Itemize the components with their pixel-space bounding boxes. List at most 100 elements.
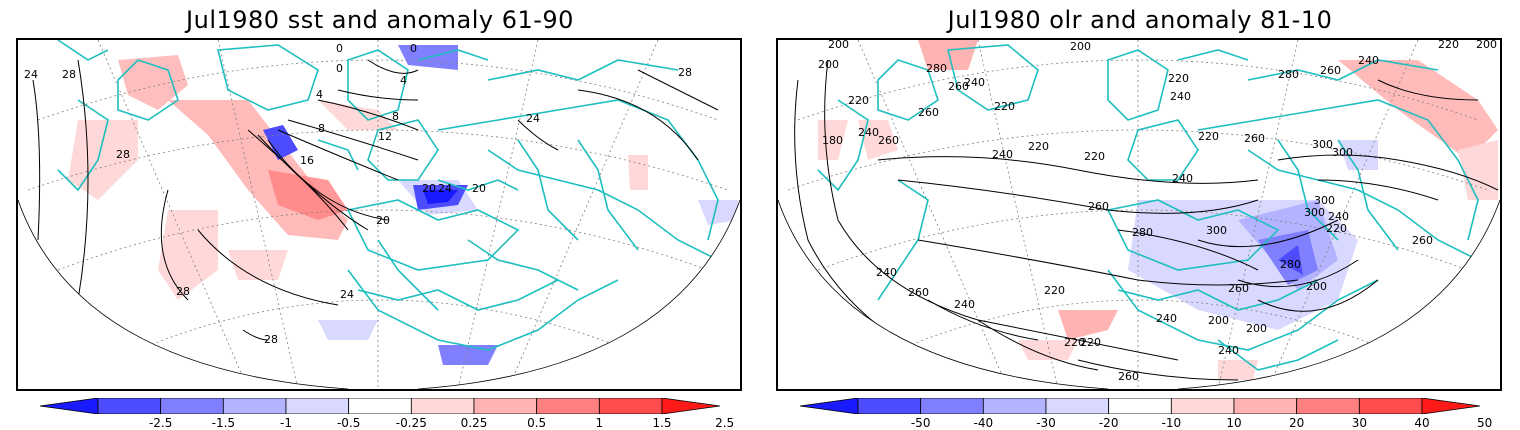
colorbar-swatch — [222, 398, 287, 414]
contour-label: 28 — [116, 148, 130, 161]
sst-contours — [32, 59, 719, 341]
contour-label: 240 — [1218, 344, 1239, 357]
colorbar-tick-label: -40 — [973, 416, 994, 430]
contour-label: 260 — [1118, 370, 1139, 383]
contour-label: 28 — [176, 285, 190, 298]
contour-label: 240 — [964, 76, 985, 89]
colorbar-tick-label: 1 — [595, 416, 604, 430]
contour-label: 0 — [336, 42, 343, 55]
olr-map: 200 200 220 280 240 220 200 280 260 240 … — [776, 38, 1502, 391]
contour-label: 240 — [1170, 90, 1191, 103]
contour-label: 28 — [678, 66, 692, 79]
colorbar-swatch — [160, 398, 224, 414]
colorbar-tick-label: 20 — [1289, 416, 1305, 430]
colorbar-tick-label: -1.5 — [211, 416, 236, 430]
contour-label: 240 — [992, 148, 1013, 161]
olr-panel: Jul1980 olr and anomaly 81-10 — [760, 0, 1520, 430]
olr-colorbar: -50 -40 -30 -20 -10 10 20 30 40 50 — [800, 398, 1492, 430]
contour-label: 300 — [1312, 138, 1333, 151]
contour-label: 240 — [1156, 312, 1177, 325]
olr-colorbar-bar — [800, 398, 1480, 414]
contour-label: 260 — [1088, 200, 1109, 213]
contour-label: 200 — [1070, 40, 1091, 53]
sst-colorbar: -2.5 -1.5 -1 -0.5 -0.25 0.25 0.5 1 1.5 2.5 — [40, 398, 734, 430]
map-edge — [417, 199, 740, 389]
sst-panel: Jul1980 sst and anomaly 61-90 — [16, 6, 742, 430]
colorbar-tick-label: 10 — [1226, 416, 1242, 430]
sst-map-canvas: 24 28 0 0 0 4 4 8 8 12 16 20 24 28 28 28… — [18, 40, 740, 389]
contour-label: 28 — [264, 333, 278, 346]
contour-label: 20 — [472, 182, 486, 195]
contour-label: 24 — [526, 112, 540, 125]
contour-label: 0 — [410, 42, 417, 55]
contour-label: 220 — [1064, 336, 1085, 349]
colorbar-tick-label: -50 — [910, 416, 931, 430]
contour-label: 200 — [1476, 40, 1497, 51]
contour-label: 20 — [376, 214, 390, 227]
contour-label: 200 — [1208, 314, 1229, 327]
contour-label: 240 — [954, 298, 975, 311]
contour-label: 200 — [1306, 280, 1327, 293]
colorbar-swatch — [1358, 398, 1423, 414]
colorbar-tick-label: -0.25 — [395, 416, 427, 430]
contour-label: 260 — [1320, 64, 1341, 77]
map-edge-mask-right — [418, 40, 740, 389]
colorbar-swatch — [1233, 398, 1298, 414]
olr-map-canvas: 200 200 220 280 240 220 200 280 260 240 … — [778, 40, 1500, 389]
colorbar-swatch — [857, 398, 922, 414]
colorbar-tick-label: -0.5 — [336, 416, 361, 430]
contour-label: 240 — [1358, 54, 1379, 67]
olr-contour-labels: 200 200 220 280 240 220 200 280 260 240 … — [818, 40, 1497, 383]
colorbar-tick-label: 0.25 — [460, 416, 488, 430]
olr-contours — [794, 59, 1499, 381]
sst-panel-title: Jul1980 sst and anomaly 61-90 — [186, 6, 574, 34]
colorbar-swatch — [473, 398, 538, 414]
contour-label: 12 — [378, 130, 392, 143]
colorbar-tick-label: 2.5 — [715, 416, 735, 430]
contour-label: 8 — [392, 110, 399, 123]
contour-label: 200 — [828, 40, 849, 51]
contour-label: 260 — [878, 134, 899, 147]
sst-coastlines — [57, 40, 719, 351]
contour-label: 24 — [340, 288, 354, 301]
colorbar-swatch — [1045, 398, 1110, 414]
olr-panel-title: Jul1980 olr and anomaly 81-10 — [947, 6, 1333, 34]
contour-label: 220 — [1044, 284, 1065, 297]
olr-coastlines — [817, 44, 1479, 371]
colorbar-swatch — [536, 398, 600, 414]
colorbar-tick-label: -1 — [280, 416, 292, 430]
colorbar-high-triangle — [1421, 398, 1480, 414]
colorbar-swatch — [285, 398, 350, 414]
contour-label: 8 — [318, 122, 325, 135]
contour-label: 240 — [1172, 172, 1193, 185]
map-edge — [778, 199, 1109, 389]
contour-label: 260 — [1228, 282, 1249, 295]
colorbar-swatch — [1296, 398, 1360, 414]
colorbar-swatch — [97, 398, 162, 414]
contour-label: 260 — [1412, 234, 1433, 247]
map-edge-mask-left — [18, 40, 348, 389]
colorbar-tick-label: -10 — [1161, 416, 1182, 430]
contour-label: 220 — [1438, 40, 1459, 51]
colorbar-tick-label: 30 — [1351, 416, 1367, 430]
contour-label: 220 — [994, 100, 1015, 113]
contour-label: 300 — [1304, 206, 1325, 219]
colorbar-tick-label: 50 — [1477, 416, 1493, 430]
contour-label: 220 — [1084, 150, 1105, 163]
sst-colorbar-bar — [40, 398, 720, 414]
colorbar-swatch — [920, 398, 984, 414]
contour-label: 24 — [438, 182, 452, 195]
colorbar-high-triangle — [661, 398, 720, 414]
colorbar-tick-label: -20 — [1098, 416, 1119, 430]
contour-label: 180 — [822, 134, 843, 147]
contour-label: 200 — [818, 58, 839, 71]
contour-label: 0 — [336, 62, 343, 75]
contour-label: 280 — [1278, 68, 1299, 81]
contour-label: 200 — [1246, 322, 1267, 335]
colorbar-swatch — [1108, 398, 1172, 414]
colorbar-tick-label: 40 — [1414, 416, 1430, 430]
colorbar-swatch — [598, 398, 663, 414]
contour-label: 220 — [1326, 222, 1347, 235]
contour-label: 280 — [926, 62, 947, 75]
contour-label: 24 — [24, 68, 38, 81]
